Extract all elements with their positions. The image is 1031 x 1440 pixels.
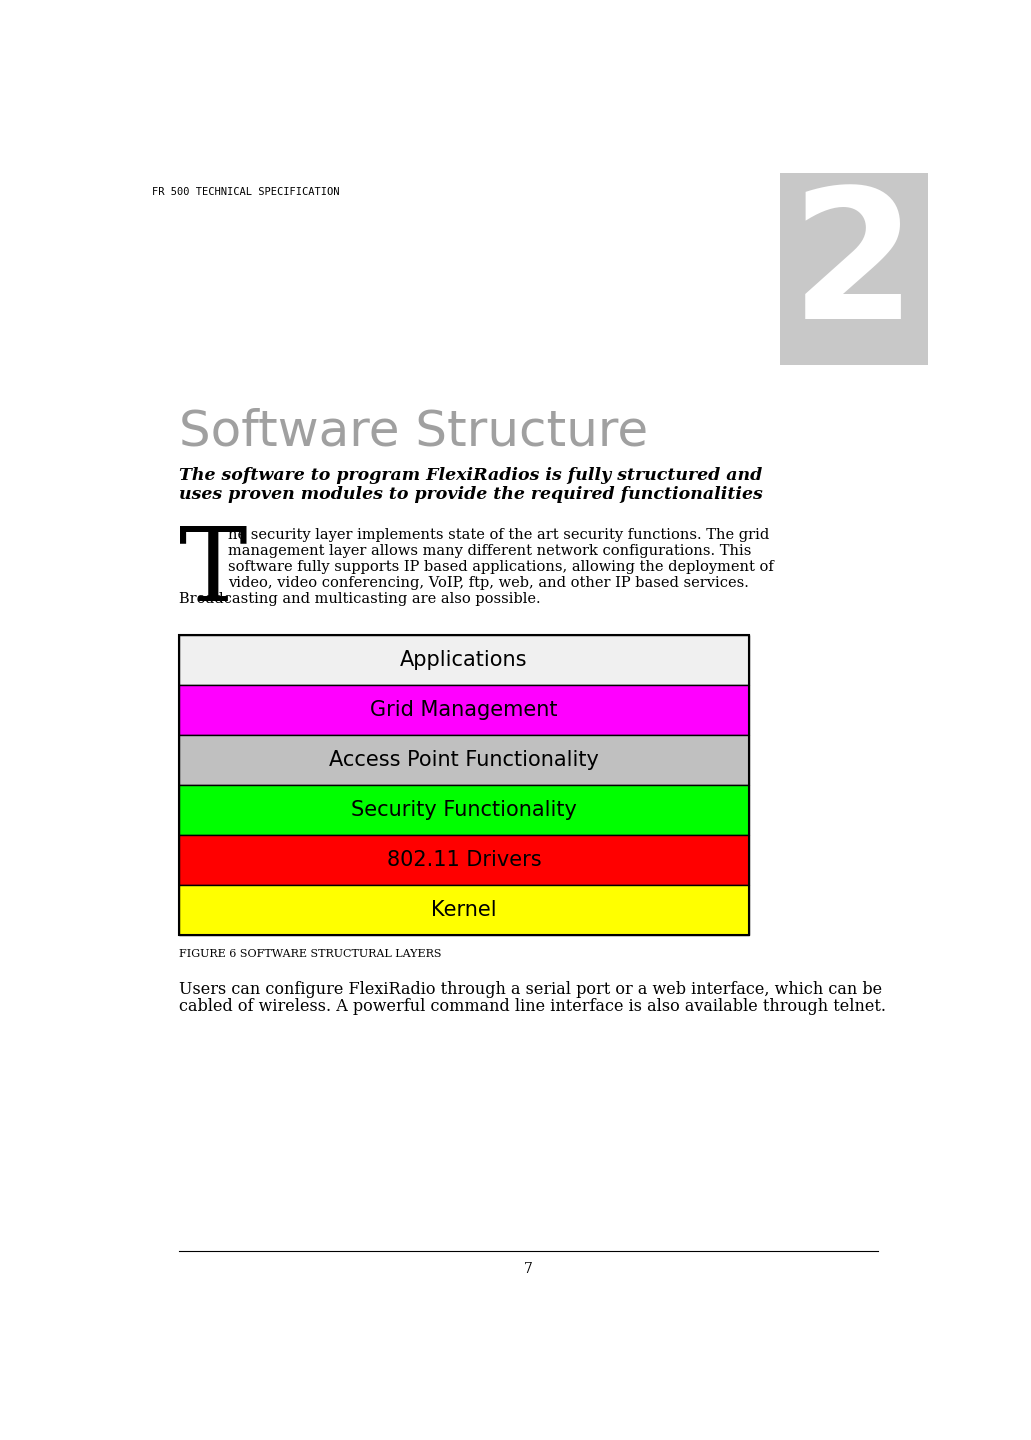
- Text: Broadcasting and multicasting are also possible.: Broadcasting and multicasting are also p…: [179, 592, 541, 606]
- Text: The software to program FlexiRadios is fully structured and: The software to program FlexiRadios is f…: [179, 467, 763, 484]
- Text: cabled of wireless. A powerful command line interface is also available through : cabled of wireless. A powerful command l…: [179, 998, 887, 1015]
- Text: Software Structure: Software Structure: [179, 408, 648, 455]
- Text: 7: 7: [524, 1263, 532, 1276]
- Bar: [179, 835, 749, 886]
- Text: management layer allows many different network configurations. This: management layer allows many different n…: [228, 544, 752, 557]
- Bar: [179, 635, 749, 935]
- Text: video, video conferencing, VoIP, ftp, web, and other IP based services.: video, video conferencing, VoIP, ftp, we…: [228, 576, 749, 590]
- Bar: [179, 635, 749, 685]
- Bar: [179, 734, 749, 785]
- Bar: [779, 173, 928, 366]
- Bar: [179, 886, 749, 935]
- Bar: [179, 785, 749, 835]
- Text: FIGURE 6 SOFTWARE STRUCTURAL LAYERS: FIGURE 6 SOFTWARE STRUCTURAL LAYERS: [179, 949, 441, 959]
- Text: 2: 2: [791, 181, 917, 357]
- Text: T: T: [179, 523, 247, 622]
- Text: uses proven modules to provide the required functionalities: uses proven modules to provide the requi…: [179, 487, 763, 503]
- Text: FR 500 TECHNICAL SPECIFICATION: FR 500 TECHNICAL SPECIFICATION: [153, 187, 339, 197]
- Text: Security Functionality: Security Functionality: [352, 801, 577, 819]
- Text: Grid Management: Grid Management: [370, 700, 558, 720]
- Text: he security layer implements state of the art security functions. The grid: he security layer implements state of th…: [228, 528, 769, 541]
- Text: Applications: Applications: [400, 649, 528, 670]
- Bar: [179, 685, 749, 734]
- Text: Access Point Functionality: Access Point Functionality: [329, 750, 599, 770]
- Text: software fully supports IP based applications, allowing the deployment of: software fully supports IP based applica…: [228, 560, 774, 575]
- Text: 802.11 Drivers: 802.11 Drivers: [387, 850, 541, 870]
- Text: Kernel: Kernel: [431, 900, 497, 920]
- Text: Users can configure FlexiRadio through a serial port or a web interface, which c: Users can configure FlexiRadio through a…: [179, 981, 883, 998]
